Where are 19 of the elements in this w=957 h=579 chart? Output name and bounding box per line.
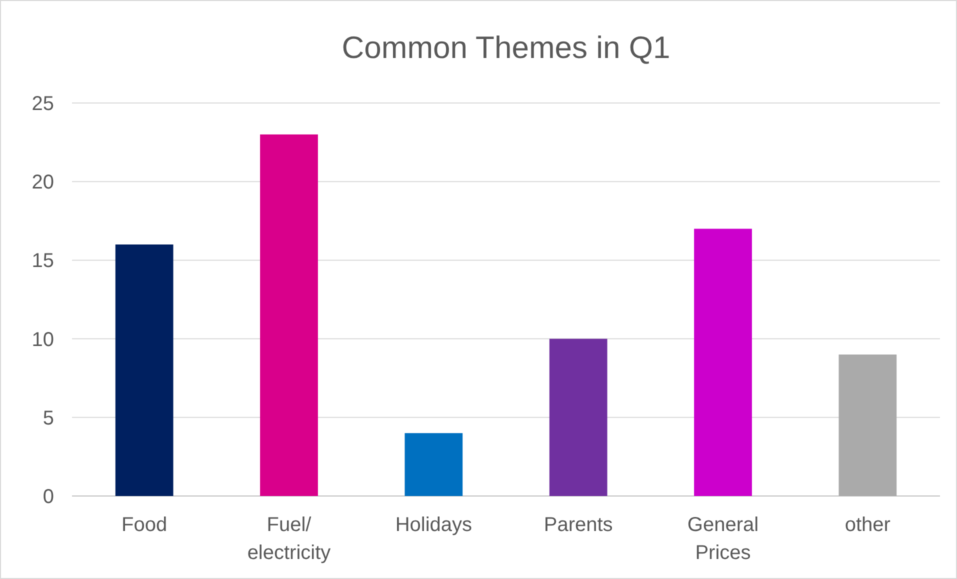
x-tick-label: other [844,514,891,536]
x-tick-label: Fuel/ electricity [247,514,331,564]
y-tick-label: 25 [32,93,54,115]
bar [260,134,318,496]
bar [838,354,897,496]
bar [115,244,174,496]
chart-title: Common Themes in Q1 [342,30,670,65]
y-tick-label: 20 [32,172,54,194]
y-tick-label: 15 [32,250,54,272]
bar [549,338,608,496]
x-tick-label: General Prices [687,514,759,564]
x-tick-label: Parents [544,514,613,536]
x-tick-label: Food [122,514,168,536]
bar [694,228,752,496]
y-tick-label: 0 [42,486,54,508]
y-tick-label: 5 [42,407,54,430]
y-tick-label: 10 [32,328,54,351]
bar [404,433,463,496]
x-tick-label: Holidays [395,514,472,536]
